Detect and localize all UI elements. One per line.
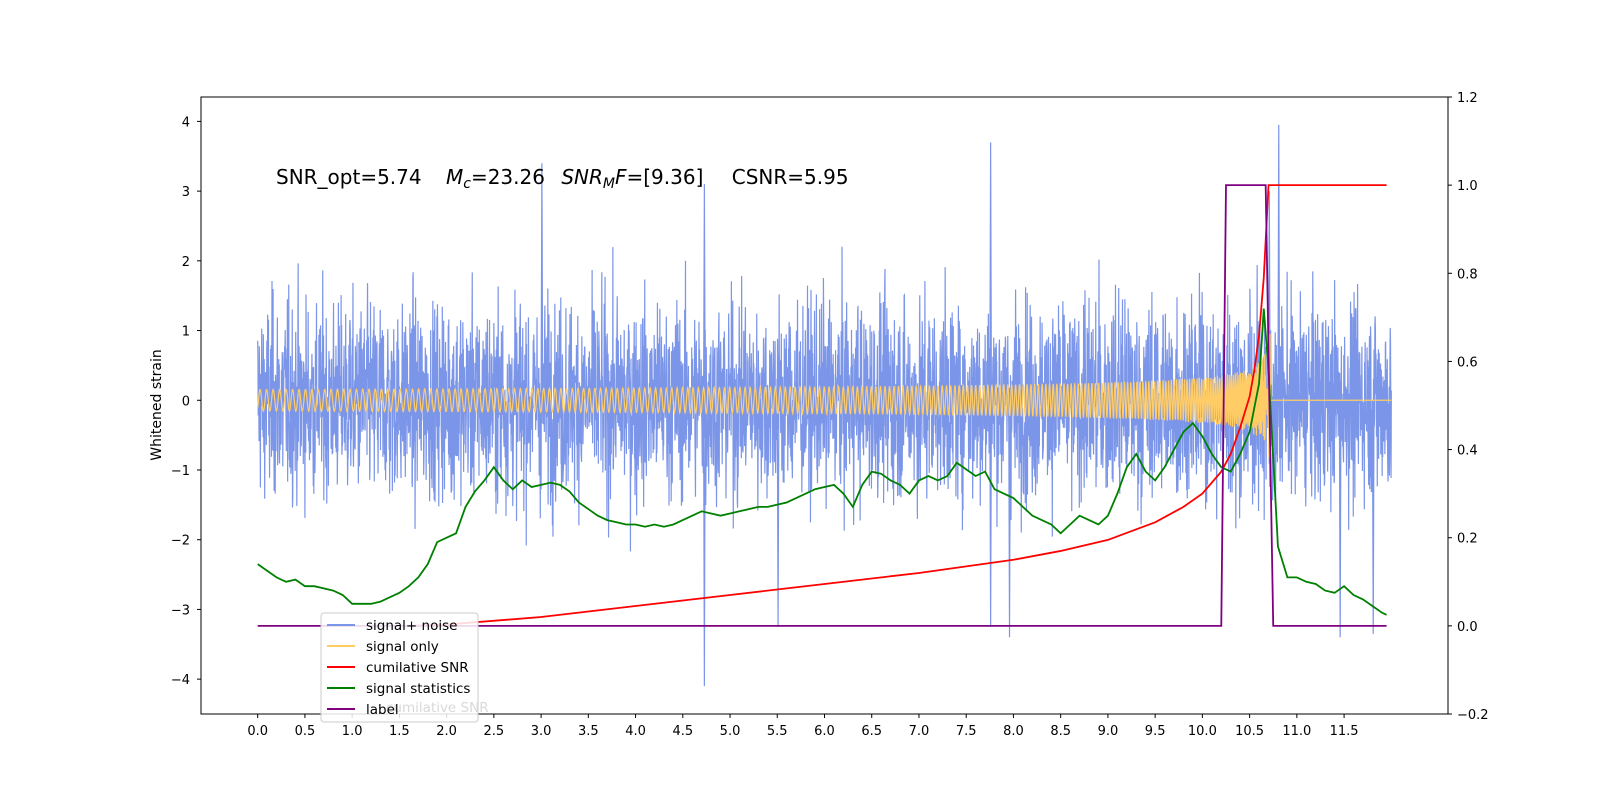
legend-label: label — [366, 702, 399, 718]
y2-tick-label: 0.2 — [1457, 532, 1478, 547]
x-tick-label: 0.0 — [247, 724, 268, 739]
y-tick-label: 2 — [182, 255, 190, 270]
legend-ghost-text: cumilative SNR — [386, 700, 489, 716]
y-axis-ticks: 4 3 2 1 0 −1 −2 −3 −4 — [171, 115, 201, 688]
x-tick-label: 10.5 — [1235, 724, 1264, 739]
mf-symbol: SNR — [561, 165, 603, 189]
y-axis-label: Whitened strain — [149, 349, 165, 460]
y2-tick-label: 0.8 — [1457, 267, 1478, 282]
legend-label: cumilative SNR — [366, 660, 469, 676]
x-tick-label: 9.5 — [1145, 724, 1166, 739]
y-tick-label: 1 — [182, 325, 190, 340]
y-tick-label: 4 — [182, 115, 190, 130]
series-signal-statistics-line — [257, 308, 1387, 616]
x-tick-label: 0.5 — [295, 724, 316, 739]
mc-value: =23.26 — [471, 165, 545, 189]
mc-symbol: M — [446, 165, 463, 189]
x-tick-label: 1.5 — [389, 724, 410, 739]
x-tick-label: 8.0 — [1003, 724, 1024, 739]
x-tick-label: 5.0 — [720, 724, 741, 739]
chart-annotation: SNR_opt=5.74 Mc=23.26 SNRMF=[9.36] CSNR=… — [276, 165, 849, 192]
x-tick-label: 2.5 — [484, 724, 505, 739]
y-tick-label: 0 — [182, 394, 190, 409]
x-tick-label: 1.0 — [342, 724, 363, 739]
x-tick-label: 5.5 — [767, 724, 788, 739]
x-tick-label: 7.5 — [956, 724, 977, 739]
x-tick-label: 9.0 — [1098, 724, 1119, 739]
legend-items: signal+ noise signal only cumilative SNR si… — [327, 618, 470, 718]
series-label-line — [257, 184, 1387, 627]
y2-tick-label: 0.6 — [1457, 355, 1478, 370]
y-tick-label: −4 — [171, 673, 190, 688]
legend-label: signal statistics — [366, 681, 470, 697]
plot-area — [257, 124, 1392, 687]
x-tick-label: 7.0 — [909, 724, 930, 739]
x-tick-label: 6.0 — [814, 724, 835, 739]
mf-subscript: M — [603, 176, 615, 192]
x-tick-label: 11.5 — [1330, 724, 1359, 739]
legend-box — [320, 612, 479, 723]
y2-axis-ticks: 1.2 1.0 0.8 0.6 0.4 0.2 0.0 −0.2 — [1448, 91, 1489, 723]
y-tick-label: −3 — [171, 603, 190, 618]
series-signal-noise-line — [257, 124, 1392, 687]
y2-tick-label: 0.4 — [1457, 444, 1478, 459]
x-tick-label: 2.0 — [436, 724, 457, 739]
snr-opt-text: SNR_opt=5.74 — [276, 165, 422, 189]
x-tick-label: 6.5 — [861, 724, 882, 739]
legend-label: signal+ noise — [366, 618, 457, 634]
y2-tick-label: 1.0 — [1457, 179, 1478, 194]
mf-value: =[9.36] — [627, 165, 704, 189]
series-signal-only-line — [257, 333, 1392, 458]
y-tick-label: 3 — [182, 185, 190, 200]
x-tick-label: 3.5 — [578, 724, 599, 739]
x-tick-label: 4.5 — [672, 724, 693, 739]
y2-tick-label: −0.2 — [1457, 708, 1489, 723]
x-tick-label: 4.0 — [625, 724, 646, 739]
mc-subscript: c — [463, 176, 471, 192]
y-tick-label: −1 — [171, 464, 190, 479]
x-tick-label: 3.0 — [531, 724, 552, 739]
series-cumulative-snr-line — [408, 184, 1387, 627]
y2-tick-label: 1.2 — [1457, 91, 1478, 106]
x-tick-label: 10.0 — [1188, 724, 1217, 739]
x-tick-label: 8.5 — [1050, 724, 1071, 739]
legend-label: signal only — [366, 639, 439, 655]
csnr-text: CSNR=5.95 — [732, 165, 849, 189]
y-tick-label: −2 — [171, 534, 190, 549]
x-axis-ticks: 0.0 0.5 1.0 1.5 2.0 2.5 3.0 3.5 4.0 4.5 5.0 5.5 6.0 6… — [247, 714, 1359, 739]
y2-tick-label: 0.0 — [1457, 620, 1478, 635]
legend: cumilative SNR signal+ noise signal only c… — [320, 612, 489, 723]
x-tick-label: 11.0 — [1282, 724, 1311, 739]
mf-f-symbol: F — [615, 165, 627, 189]
